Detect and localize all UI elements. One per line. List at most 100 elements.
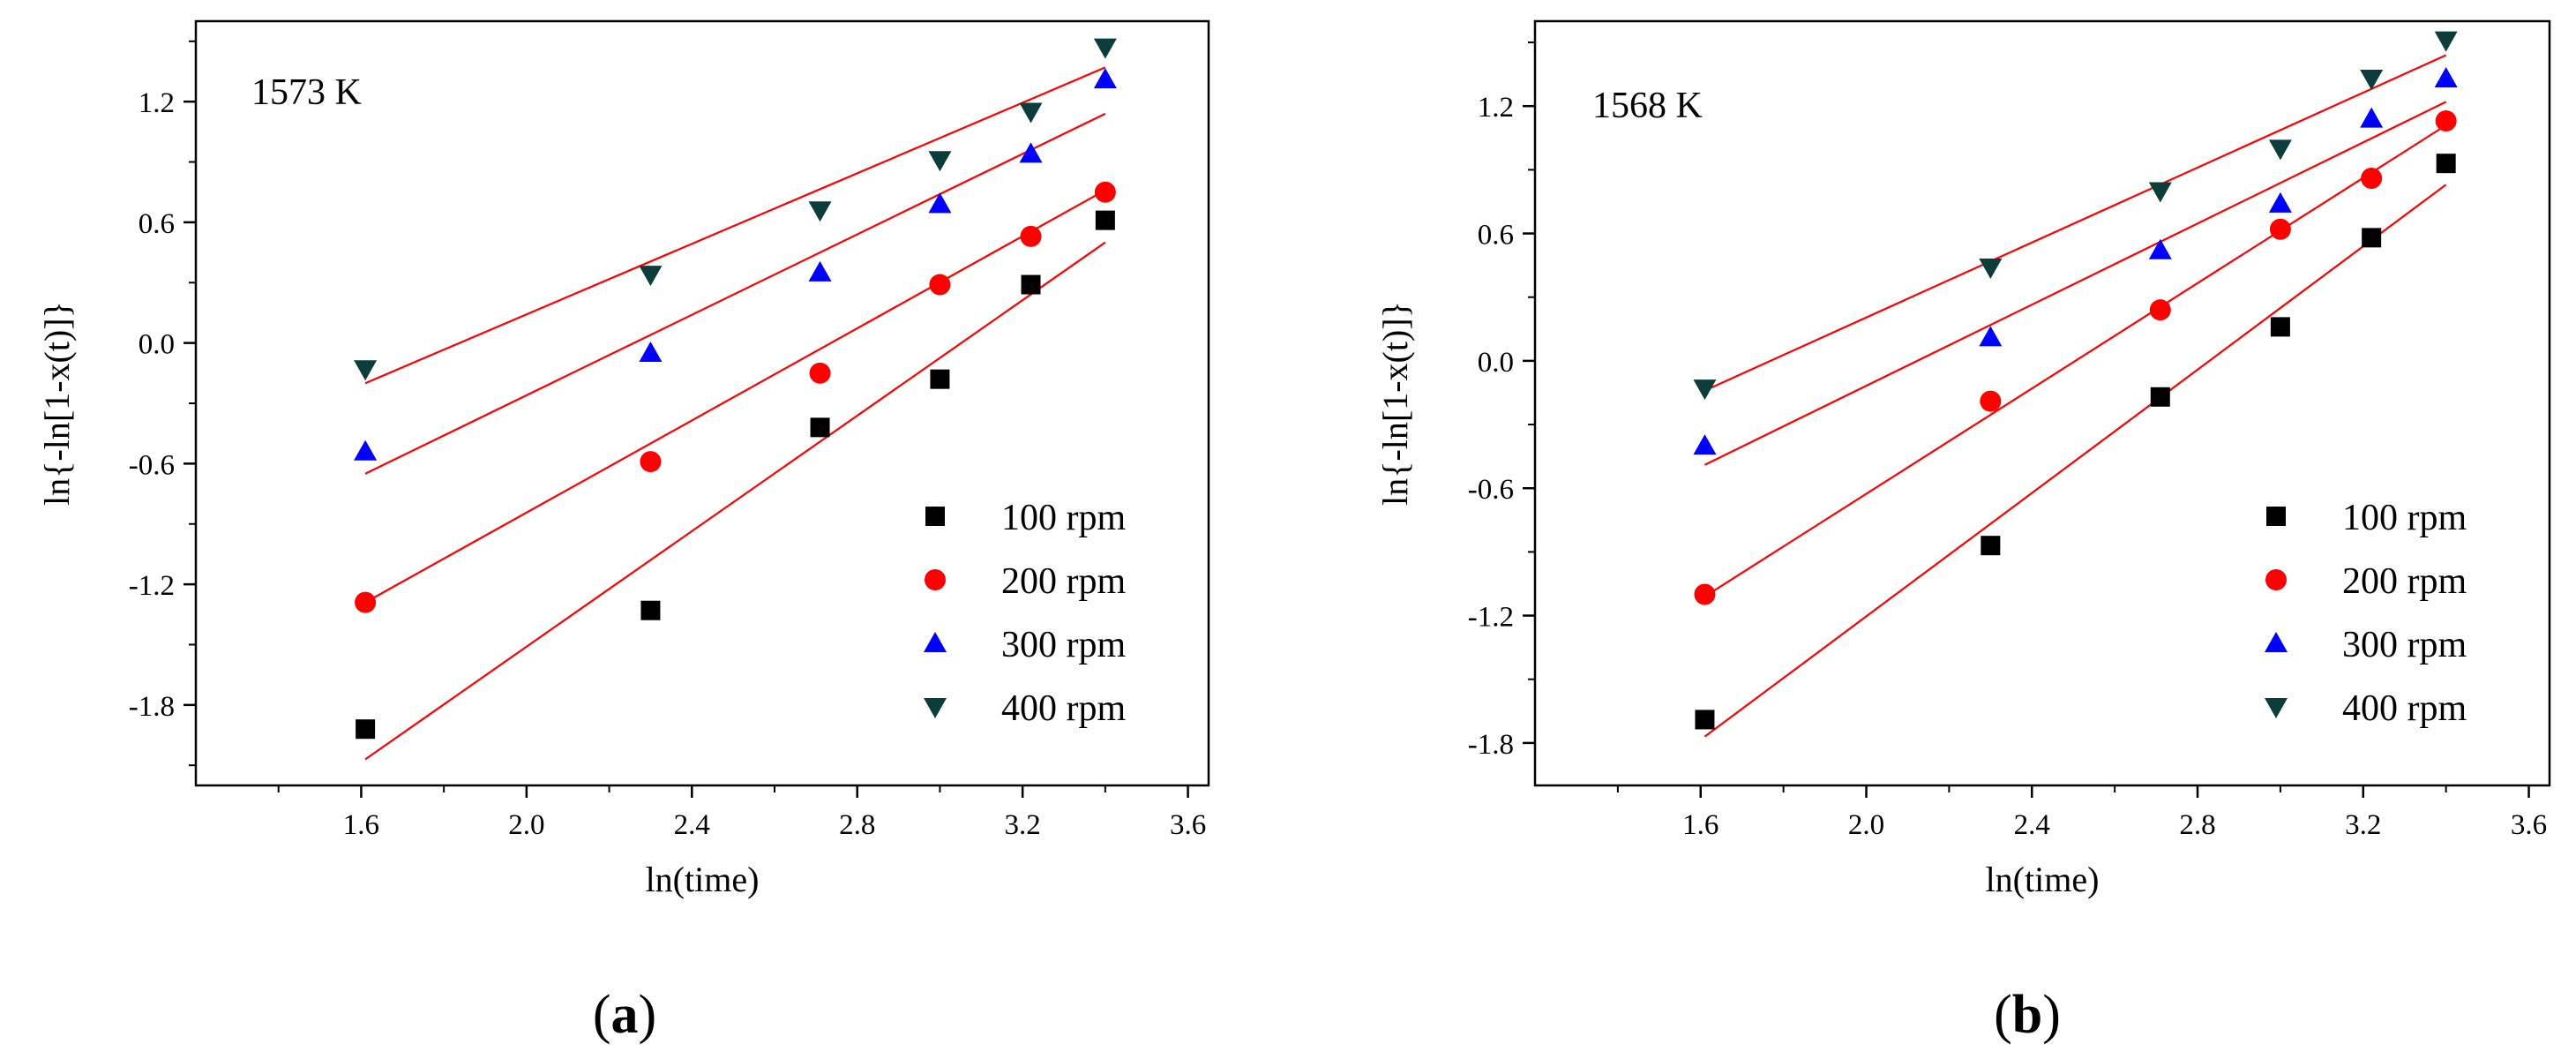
panel-a-point-300-rpm <box>808 260 832 282</box>
panel-a-x-axis-label: ln(time) <box>646 860 760 899</box>
panel-b-y-tick-label: 1.2 <box>1478 92 1514 124</box>
panel-a-y-tick-label: -1.2 <box>129 570 175 602</box>
panel-b-fit-line-400-rpm <box>1704 54 2447 392</box>
panel-b-fit-line-200-rpm <box>1704 124 2447 597</box>
panel-b-point-200-rpm <box>1980 390 2002 412</box>
panel-b-x-tick-label: 3.2 <box>2345 809 2381 841</box>
panel-a-point-300-rpm <box>1019 142 1043 163</box>
panel-a-x-tick-label: 2.8 <box>839 809 875 841</box>
panel-a-x-tick-label: 3.6 <box>1170 809 1206 841</box>
panel-b-point-100-rpm <box>2362 228 2382 248</box>
panel-a-point-400-rpm <box>1093 38 1117 59</box>
panel-b-legend-marker-400-rpm <box>2265 698 2288 718</box>
panel-a-point-100-rpm <box>1021 274 1041 295</box>
panel-b-legend-marker-300-rpm <box>2265 632 2288 652</box>
panel-b-legend-label-100-rpm: 100 rpm <box>2342 498 2467 538</box>
panel-b-x-tick-label: 2.8 <box>2179 809 2215 841</box>
panel-a-point-100-rpm <box>356 719 376 740</box>
panel-a-legend-marker-100-rpm <box>925 507 945 526</box>
panel-b-point-400-rpm <box>2268 139 2292 161</box>
panel-b-x-tick-label: 3.6 <box>2511 809 2547 841</box>
panel-a-x-tick-label: 3.2 <box>1005 809 1041 841</box>
panel-a-point-200-rpm <box>355 591 377 613</box>
panel-a-temperature-annotation: 1573 K <box>251 72 362 113</box>
panel-b-y-tick-label: -0.6 <box>1468 474 1514 506</box>
panel-a-legend-marker-200-rpm <box>925 569 946 590</box>
panel-b-point-400-rpm <box>2434 31 2458 52</box>
panel-b-x-tick-label: 2.4 <box>2014 809 2050 841</box>
panel-a-fit-line-200-rpm <box>364 189 1106 604</box>
panel-b-x-axis-label: ln(time) <box>1986 860 2100 899</box>
panel-b-point-200-rpm <box>2149 299 2171 321</box>
panel-a-legend: 100 rpm 200 rpm 300 rpm 400 rpm <box>924 498 1126 729</box>
panel-a-point-400-rpm <box>639 266 663 287</box>
panel-b-point-300-rpm <box>2268 192 2292 213</box>
panel-a-plot-frame <box>194 19 1210 787</box>
panel-a-point-100-rpm <box>930 369 950 389</box>
panel-a-point-400-rpm <box>1019 102 1043 124</box>
panel-b-fit-line-100-rpm <box>1704 184 2447 738</box>
panel-b-point-300-rpm <box>2360 107 2384 128</box>
panel-a-y-tick-label: 0.6 <box>139 208 175 240</box>
panel-b-y-tick-label: -1.8 <box>1468 729 1514 761</box>
panel-b-caption: (b) <box>1994 985 2061 1045</box>
panel-a-point-100-rpm <box>1095 210 1115 230</box>
panel-b-point-200-rpm <box>2361 168 2383 190</box>
panel-a-plot-area <box>354 38 1117 761</box>
panel-a-point-300-rpm <box>639 342 663 363</box>
panel-a-point-200-rpm <box>809 362 831 384</box>
panel-b-point-400-rpm <box>1693 379 1717 401</box>
panel-b-plot-frame <box>1533 19 2551 787</box>
panel-b-point-100-rpm <box>2270 317 2290 337</box>
panel-b-point-200-rpm <box>2435 110 2457 132</box>
panel-b-point-100-rpm <box>1981 536 2001 556</box>
panel-a-legend-marker-400-rpm <box>924 698 947 718</box>
panel-b-y-axis-label: ln{-ln[1-x(t)]} <box>1375 301 1415 506</box>
panel-a-y-tick-label: -0.6 <box>129 449 175 481</box>
panel-a-point-200-rpm <box>640 451 662 473</box>
panel-b-point-100-rpm <box>2436 154 2456 174</box>
panel-b-chart: 1.6 2.0 2.4 2.8 3.2 3.6 -1.8 -1.2 -0.6 0.0 0.6 1.2 l… <box>1375 19 2551 1045</box>
panel-b-temperature-annotation: 1568 K <box>1592 86 1703 126</box>
panel-a-point-100-rpm <box>640 600 661 620</box>
panel-a-y-axis-label: ln{-ln[1-x(t)]} <box>37 301 77 506</box>
panel-a-point-400-rpm <box>354 360 378 381</box>
panel-b-y-tick-label: -1.2 <box>1468 602 1514 634</box>
panel-a-legend-marker-300-rpm <box>924 632 947 652</box>
panel-a-point-400-rpm <box>928 151 952 172</box>
panel-a-chart: 1.6 2.0 2.4 2.8 3.2 3.6 -1.8 -1.2 -0.6 0.0 0.6 1.2 l… <box>37 19 1210 1045</box>
panel-b-point-300-rpm <box>1979 326 2003 347</box>
panel-a-caption: (a) <box>593 985 656 1045</box>
panel-b-legend: 100 rpm 200 rpm 300 rpm 400 rpm <box>2265 498 2467 729</box>
panel-b-point-400-rpm <box>2360 69 2384 90</box>
panel-a-y-tick-label: 0.0 <box>139 329 175 361</box>
panel-a-point-300-rpm <box>1093 68 1117 89</box>
panel-b-plot-area <box>1693 31 2458 738</box>
panel-a-point-200-rpm <box>1020 225 1042 247</box>
panel-b-legend-marker-100-rpm <box>2266 507 2286 526</box>
panel-b-point-400-rpm <box>1979 259 2003 280</box>
panel-b-point-300-rpm <box>2148 238 2172 259</box>
panel-b-legend-label-400-rpm: 400 rpm <box>2342 688 2467 729</box>
panel-a-point-300-rpm <box>928 192 952 214</box>
panel-a-point-200-rpm <box>1094 181 1116 203</box>
panel-a-point-200-rpm <box>929 274 951 296</box>
panel-b-legend-label-300-rpm: 300 rpm <box>2342 625 2467 665</box>
panel-a-y-tick-label: -1.8 <box>129 691 175 723</box>
panel-b-point-300-rpm <box>2434 66 2458 87</box>
panel-a-x-tick-label: 2.4 <box>674 809 710 841</box>
panel-b-point-200-rpm <box>1694 583 1716 605</box>
panel-a-fit-line-400-rpm <box>364 66 1106 385</box>
panel-a-legend-label-100-rpm: 100 rpm <box>1001 498 1126 538</box>
panel-b-x-tick-label: 2.0 <box>1848 809 1884 841</box>
panel-b-legend-label-200-rpm: 200 rpm <box>2342 561 2467 602</box>
panel-a-x-tick-label: 1.6 <box>343 809 379 841</box>
panel-b-y-tick-label: 0.0 <box>1478 347 1514 379</box>
panel-a-y-tick-label: 1.2 <box>139 87 175 119</box>
panel-b-point-300-rpm <box>1693 434 1717 455</box>
panel-a-legend-label-400-rpm: 400 rpm <box>1001 688 1126 729</box>
panel-b-point-100-rpm <box>2150 387 2170 407</box>
panel-b-point-200-rpm <box>2269 218 2291 240</box>
panel-a-fit-line-100-rpm <box>364 241 1106 761</box>
